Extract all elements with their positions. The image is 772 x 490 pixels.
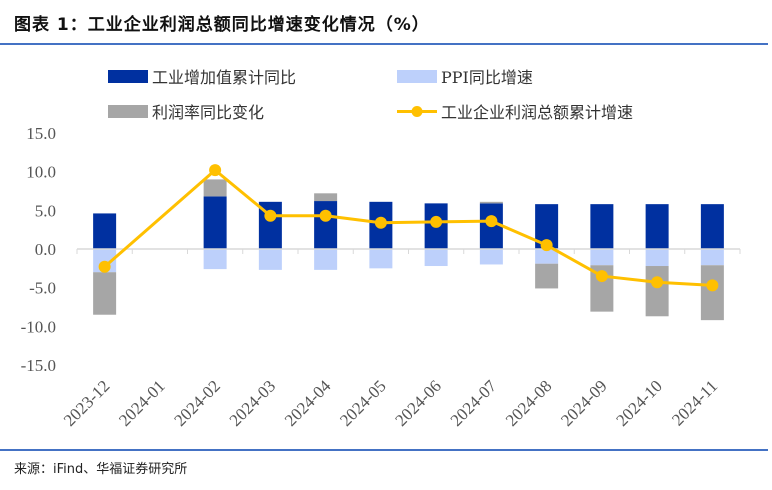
legend-label-profit-margin: 利润率同比变化 [152,103,264,122]
bar-ppi [258,249,282,270]
profit-growth-marker [374,216,387,229]
x-tick-label: 2024-09 [557,376,611,430]
profit-growth-marker [264,209,277,222]
profit-growth-marker [98,260,111,273]
bar-profit-margin [93,272,117,315]
legend-swatch-profit-margin [108,105,148,118]
legend-item-profit-growth: 工业企业利润总额累计增速 [397,103,633,122]
x-tick-label: 2024-03 [226,376,280,430]
x-axis [76,248,741,254]
x-tick-label: 2024-02 [170,376,224,430]
bar-industrial-value-added [590,204,614,249]
bar-industrial-value-added [258,201,282,249]
profit-growth-marker [319,209,332,222]
y-tick-label: 15.0 [26,124,56,143]
legend-item-ppi: PPI同比增速 [397,68,533,87]
profit-growth-marker [651,276,664,289]
bar-profit-margin [314,193,338,202]
x-axis-labels: 2023-12 2024-01 2024-02 2024-03 2024-04 2024-… [60,376,721,430]
x-tick-label: 2023-12 [60,376,114,430]
bar-ppi [424,249,448,267]
legend-label-ppi: PPI同比增速 [441,68,533,87]
x-tick-label: 2024-08 [502,376,556,430]
legend-swatch-industrial-value-added [108,70,148,83]
profit-growth-marker [430,215,443,228]
legend-label-profit-growth: 工业企业利润总额累计增速 [441,103,633,122]
y-tick-label: 0.0 [35,240,56,259]
y-axis: 15.0 10.0 5.0 0.0 -5.0 -10.0 -15.0 [21,124,56,375]
bar-ppi [203,249,227,270]
x-tick-label: 2024-11 [668,376,721,429]
profit-growth-marker [485,215,498,228]
legend-marker-profit-growth [411,106,423,117]
profit-growth-marker [706,279,719,292]
bottom-divider [0,449,768,451]
legend-item-industrial-value-added: 工业增加值累计同比 [108,68,296,87]
bar-ppi [535,249,559,264]
y-tick-label: 5.0 [35,201,56,220]
legend-swatch-ppi [397,70,437,83]
x-tick-label: 2024-07 [447,376,501,430]
x-tick-label: 2024-10 [612,376,666,430]
bar-ppi [645,249,669,267]
bar-profit-margin [645,266,669,317]
bar-industrial-value-added [314,201,338,249]
bar-ppi [700,249,724,266]
bar-industrial-value-added [700,204,724,249]
y-tick-label: -5.0 [29,279,56,298]
bar-ppi [369,249,393,269]
bar-industrial-value-added [203,196,227,249]
chart-title: 图表 1：工业企业利润总额同比增速变化情况（%） [14,15,430,35]
bar-industrial-value-added [93,213,117,249]
x-tick-label: 2024-04 [281,376,335,430]
x-tick-label: 2024-05 [336,376,390,430]
source-note: 来源：iFind、华福证券研究所 [14,462,188,477]
top-divider [0,43,768,45]
bars [93,179,724,321]
y-tick-label: -15.0 [21,356,56,375]
bar-ppi [314,249,338,270]
legend-label-industrial-value-added: 工业增加值累计同比 [152,68,296,87]
profit-growth-line-path [103,168,713,287]
bar-profit-margin [479,201,503,204]
bar-profit-margin [203,179,227,197]
profit-growth-marker [595,270,608,283]
y-tick-label: 10.0 [26,163,56,182]
chart: 工业增加值累计同比 PPI同比增速 利润率同比变化 工业企业利润总额累计增速 1… [21,68,741,430]
legend-item-profit-margin: 利润率同比变化 [108,103,264,122]
x-tick-label: 2024-01 [115,376,169,430]
bar-industrial-value-added [535,204,559,249]
bar-profit-margin [535,263,559,289]
y-tick-label: -10.0 [21,317,56,336]
x-tick-label: 2024-06 [391,376,445,430]
profit-growth-marker [209,164,222,177]
legend: 工业增加值累计同比 PPI同比增速 利润率同比变化 工业企业利润总额累计增速 [108,68,633,122]
bar-industrial-value-added [645,204,669,249]
profit-growth-marker [540,239,553,252]
profit-growth-line [98,164,719,292]
bar-profit-margin [700,265,724,321]
bar-ppi [590,249,614,266]
bar-ppi [479,249,503,265]
